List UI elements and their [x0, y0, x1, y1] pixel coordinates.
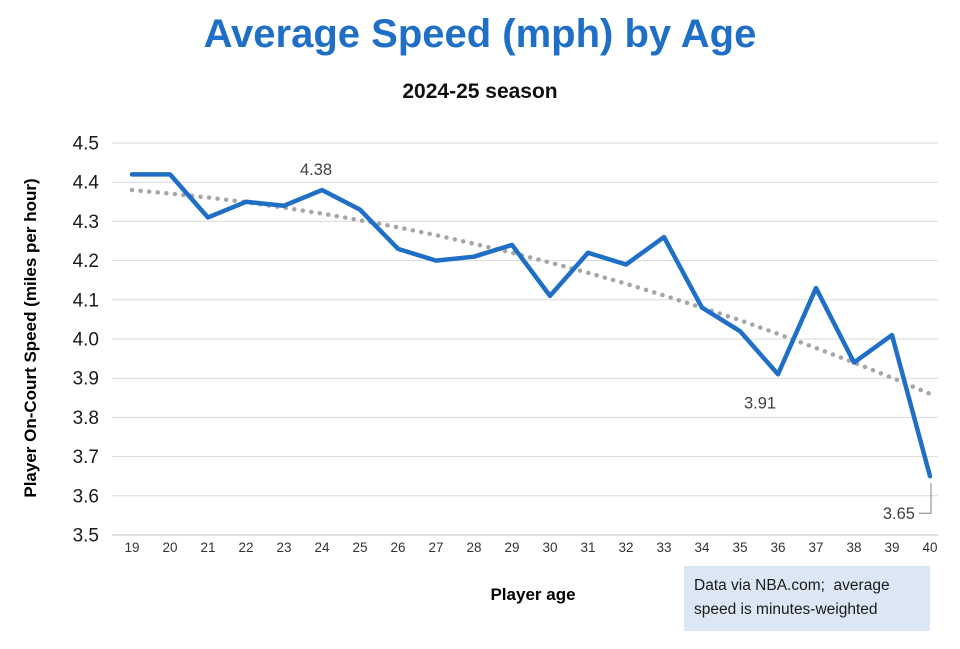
x-tick-label: 39 [884, 540, 899, 555]
x-tick-label: 21 [200, 540, 215, 555]
annotation-label: 3.65 [883, 505, 915, 523]
y-tick-label: 4.2 [73, 251, 99, 272]
x-tick-label: 37 [808, 540, 823, 555]
x-tick-label: 33 [656, 540, 671, 555]
x-tick-label: 22 [238, 540, 253, 555]
x-tick-label: 24 [314, 540, 330, 555]
x-axis-title: Player age [490, 585, 576, 604]
x-tick-label: 36 [770, 540, 785, 555]
speed-line [129, 172, 933, 479]
x-tick-label: 28 [466, 540, 481, 555]
y-tick-label: 4.4 [73, 173, 100, 194]
x-tick-label: 27 [428, 540, 443, 555]
x-tick-label: 38 [846, 540, 861, 555]
x-tick-label: 35 [732, 540, 747, 555]
x-tick-label: 32 [618, 540, 633, 555]
annotation-label: 3.91 [744, 394, 776, 412]
x-tick-label: 19 [124, 540, 139, 555]
annotation-label: 4.38 [300, 161, 332, 179]
source-caption: Data via NBA.com; average speed is minut… [684, 566, 930, 632]
x-tick-label: 26 [390, 540, 405, 555]
x-tick-label: 40 [922, 540, 937, 555]
y-tick-label: 3.8 [73, 408, 99, 429]
trendline [129, 187, 933, 397]
y-tick-label: 4.1 [73, 290, 99, 311]
x-tick-label: 34 [694, 540, 710, 555]
y-tick-label: 4.3 [73, 212, 99, 233]
y-tick-label: 4.5 [73, 134, 99, 155]
chart-subtitle: 2024-25 season [402, 80, 558, 103]
x-tick-label: 31 [580, 540, 595, 555]
x-tick-label: 29 [504, 540, 519, 555]
y-tick-label: 3.9 [73, 369, 99, 390]
x-tick-label: 20 [162, 540, 177, 555]
x-tick-label: 25 [352, 540, 367, 555]
x-tick-label: 23 [276, 540, 291, 555]
chart-title: Average Speed (mph) by Age [203, 12, 757, 56]
annotation-leader [919, 483, 932, 514]
y-tick-label: 3.5 [73, 526, 99, 547]
y-tick-label: 3.6 [73, 486, 99, 507]
y-tick-label: 3.7 [73, 447, 99, 468]
y-tick-label: 4.0 [73, 330, 99, 351]
x-tick-label: 30 [542, 540, 557, 555]
